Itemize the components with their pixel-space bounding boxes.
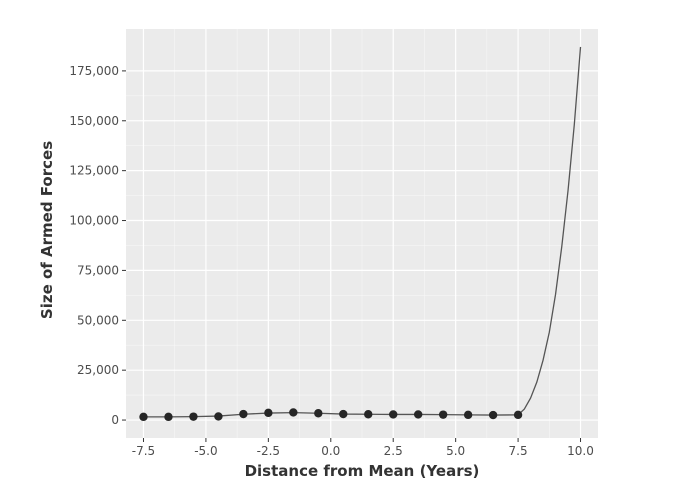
data-point [139,412,148,422]
data-point [289,408,298,417]
x-tick-label: 10.0 [567,444,594,458]
y-tick-label: 75,000 [77,263,119,277]
data-point [463,410,473,420]
y-axis-title: Size of Armed Forces [38,141,56,319]
data-point [389,410,398,419]
data-point [413,410,423,419]
x-tick-label: 0.0 [321,444,340,458]
data-point [314,409,323,418]
data-point [264,408,273,418]
x-tick-label: -2.5 [257,444,280,458]
y-tick-label: 150,000 [69,114,119,128]
y-tick-labels: 0 25,000 50,000 75,000 100,000 125,000 150,000… [69,64,119,427]
data-point [239,409,248,419]
y-tick-label: 25,000 [77,363,119,377]
x-tick-label: -5.0 [194,444,217,458]
x-tick-label: 5.0 [446,444,465,458]
x-tick-label: 2.5 [384,444,403,458]
data-point [339,409,348,419]
data-point [214,412,223,421]
y-tick-label: 0 [111,413,119,427]
y-tick-label: 125,000 [69,164,119,178]
data-point [189,412,198,421]
x-axis-title: Distance from Mean (Years) [245,462,480,480]
axis-ticks [122,70,582,442]
y-tick-label: 175,000 [69,64,119,78]
major-gridlines [126,29,598,438]
data-point [438,410,448,419]
y-tick-label: 100,000 [69,214,119,228]
data-point [513,410,523,420]
data-point [164,412,173,422]
series-points-group [139,408,523,422]
y-tick-label: 50,000 [77,313,119,327]
x-tick-labels: -7.5 -5.0 -2.5 0.0 2.5 5.0 7.5 10.0 [132,444,594,458]
x-tick-label: -7.5 [132,444,155,458]
data-point [488,410,498,420]
data-point [364,410,373,419]
x-tick-label: 7.5 [509,444,528,458]
